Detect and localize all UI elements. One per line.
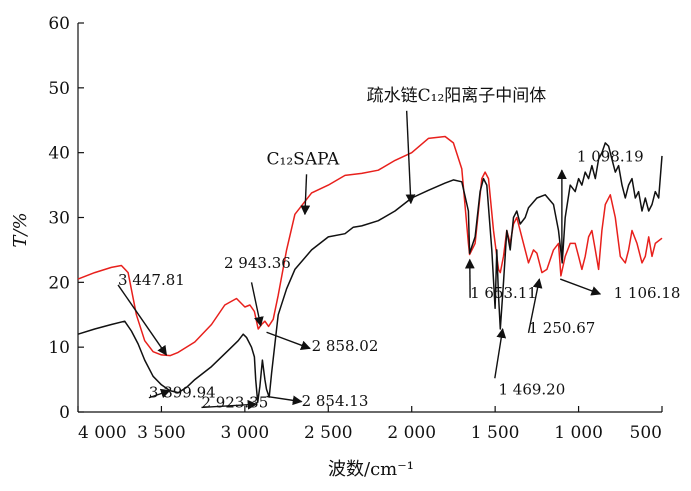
peak-arrow-3399 xyxy=(148,388,171,399)
series-label-c12sapa: C₁₂SAPA xyxy=(267,149,340,169)
y-ticks: 0 10 20 30 40 50 60 xyxy=(48,14,84,423)
y-tick-label: 40 xyxy=(48,144,70,164)
peak-arrow-1469 xyxy=(494,328,507,379)
x-tick-label: 1 500 xyxy=(471,423,520,443)
peak-label-2943: 2 943.36 xyxy=(224,254,291,272)
y-tick-label: 60 xyxy=(48,14,70,34)
series-arrow-c12sapa xyxy=(300,174,311,216)
y-axis-title: T/% xyxy=(10,212,31,247)
x-tick-label: 4 000 xyxy=(78,423,127,443)
peak-arrow-1250 xyxy=(527,278,543,334)
peak-arrow-2943 xyxy=(250,282,264,327)
series-line-intermediate xyxy=(77,142,663,404)
peak-label-2854: 2 854.13 xyxy=(302,392,369,410)
series-line-c12sapa xyxy=(77,135,663,357)
peak-arrow-2858 xyxy=(266,331,311,350)
series-lines xyxy=(77,135,663,404)
x-ticks: 4 000 3 500 3 000 2 500 2 000 1 500 1 000 500 xyxy=(77,406,663,443)
peak-arrow-2854 xyxy=(266,395,303,406)
peak-annotations: 3 447.812 943.362 858.023 399.942 923.35… xyxy=(117,148,681,411)
plot-area: 0 10 20 30 40 50 60 4 000 3 500 3 000 2 500 2 000 1… xyxy=(48,14,680,443)
x-tick-label: 2 000 xyxy=(387,423,436,443)
series-label-intermediate: 疏水链C₁₂阳离子中间体 xyxy=(367,86,547,106)
peak-label-2923: 2 923.35 xyxy=(201,393,268,411)
y-tick-label: 0 xyxy=(59,403,70,423)
x-tick-label: 1 000 xyxy=(554,423,603,443)
peak-label-3447: 3 447.81 xyxy=(118,271,185,289)
series-arrow-intermediate xyxy=(405,110,416,205)
peak-label-1250: 1 250.67 xyxy=(529,319,596,337)
peak-label-1098: 1 098.19 xyxy=(577,148,644,166)
x-tick-label: 3 500 xyxy=(137,423,186,443)
x-axis-title: 波数/cm⁻¹ xyxy=(328,459,414,480)
peak-label-1106: 1 106.18 xyxy=(614,284,681,302)
series-labels: C₁₂SAPA 疏水链C₁₂阳离子中间体 xyxy=(267,86,547,216)
x-tick-label: 3 000 xyxy=(221,423,270,443)
peak-arrow-1106 xyxy=(559,278,602,296)
y-tick-label: 20 xyxy=(48,273,70,293)
x-tick-label: 500 xyxy=(630,423,662,443)
y-tick-label: 10 xyxy=(48,338,70,358)
peak-arrow-2923 xyxy=(201,399,258,410)
peak-label-1653: 1 653.11 xyxy=(470,284,537,302)
peak-label-2858: 2 858.02 xyxy=(312,337,379,355)
x-tick-label: 2 500 xyxy=(304,423,353,443)
peak-label-1469: 1 469.20 xyxy=(498,380,565,398)
peak-arrow-3447 xyxy=(117,284,168,356)
y-tick-label: 50 xyxy=(48,79,70,99)
y-tick-label: 30 xyxy=(48,209,70,229)
